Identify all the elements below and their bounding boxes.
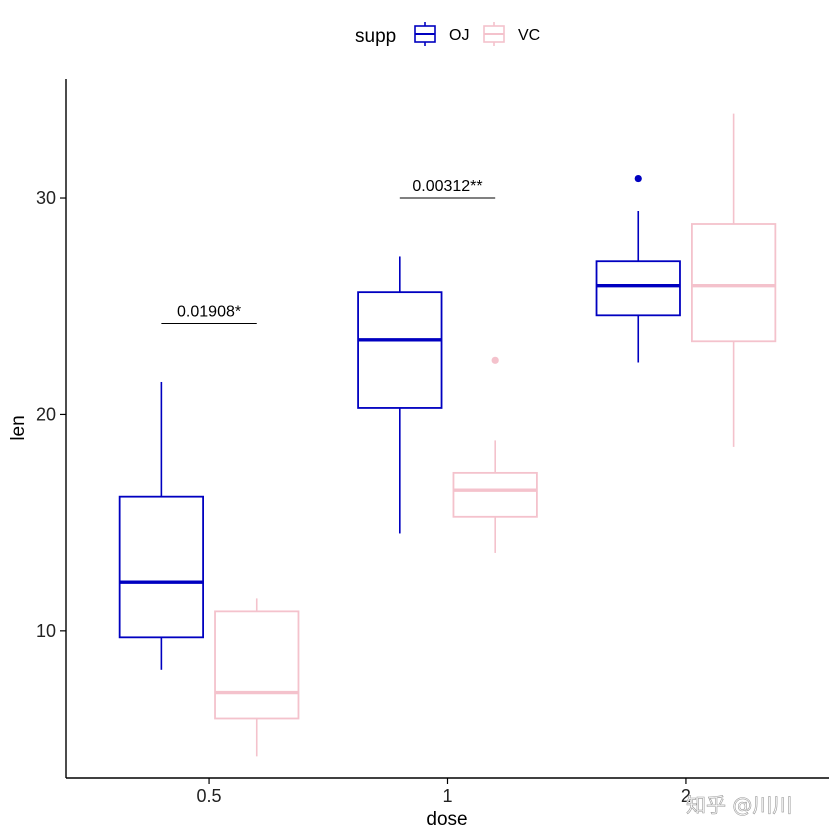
boxplot-vc-0.5: [214, 598, 300, 757]
outlier-point: [491, 356, 499, 364]
x-axis-title: dose: [426, 809, 467, 830]
x-tick-label: 2: [681, 786, 691, 806]
y-tick-label: 10: [36, 621, 56, 641]
plot-area: 0.01908* 0.00312**: [118, 113, 777, 757]
legend-label: OJ: [449, 27, 469, 44]
legend: supp OJ VC: [355, 22, 540, 47]
boxplot-oj-0.5: [118, 381, 205, 670]
box-iqr: [214, 610, 300, 720]
boxplot-vc-1: [452, 356, 538, 553]
legend-item-oj: OJ: [414, 22, 469, 46]
box-iqr: [452, 471, 538, 518]
box-iqr: [690, 223, 777, 343]
axes: 10 20 30 0.5 1 2: [36, 79, 829, 806]
watermark-text: 知乎 @川川: [686, 793, 792, 817]
legend-label: VC: [518, 27, 540, 44]
boxplot-oj-2: [595, 174, 681, 363]
x-tick-label: 0.5: [197, 786, 222, 806]
legend-title: supp: [355, 26, 396, 47]
y-axis-title: len: [8, 415, 29, 440]
boxplot-vc-2: [690, 113, 777, 447]
annotation-label: 0.00312**: [412, 178, 482, 195]
box-iqr: [595, 260, 681, 317]
box-iqr: [357, 291, 443, 409]
outlier-point: [634, 174, 642, 183]
y-tick-label: 30: [36, 188, 56, 208]
significance-annotation: 0.00312**: [399, 178, 496, 199]
box-iqr: [118, 495, 205, 639]
x-tick-label: 1: [442, 786, 452, 806]
y-tick-label: 20: [36, 404, 56, 424]
boxplot-oj-1: [357, 256, 443, 534]
legend-item-vc: VC: [483, 22, 540, 46]
significance-annotation: 0.01908*: [161, 304, 257, 325]
annotation-label: 0.01908*: [177, 304, 241, 321]
